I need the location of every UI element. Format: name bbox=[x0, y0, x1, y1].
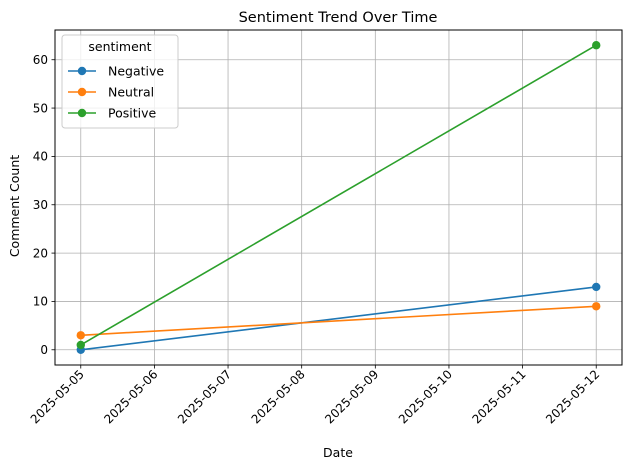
y-axis-label: Comment Count bbox=[7, 155, 22, 257]
y-tick-label: 40 bbox=[33, 150, 48, 164]
y-tick-label: 0 bbox=[40, 343, 48, 357]
x-tick-label: 2025-05-09 bbox=[322, 367, 381, 426]
x-axis-label: Date bbox=[323, 445, 353, 460]
series-line-positive bbox=[80, 44, 597, 346]
y-tick-label: 50 bbox=[33, 101, 48, 115]
series-neutral bbox=[76, 302, 601, 340]
legend-items: Negative Neutral Positive bbox=[68, 64, 164, 121]
y-tick-label: 20 bbox=[33, 246, 48, 260]
legend-marker-neutral bbox=[77, 87, 87, 97]
legend-item-positive: Positive bbox=[68, 106, 156, 121]
x-tick-label: 2025-05-12 bbox=[543, 367, 602, 426]
legend-label-neutral: Neutral bbox=[108, 85, 154, 100]
x-tick-label: 2025-05-05 bbox=[28, 367, 87, 426]
data-point-positive bbox=[592, 41, 601, 50]
legend-marker-positive bbox=[77, 108, 87, 118]
y-tick-label: 10 bbox=[33, 295, 48, 309]
legend-item-negative: Negative bbox=[68, 64, 164, 79]
legend-item-neutral: Neutral bbox=[68, 85, 154, 100]
x-tick-label: 2025-05-06 bbox=[101, 367, 160, 426]
legend-label-negative: Negative bbox=[108, 64, 164, 79]
x-tick-label: 2025-05-10 bbox=[396, 367, 455, 426]
data-point-neutral bbox=[76, 331, 85, 340]
y-tick-label: 60 bbox=[33, 53, 48, 67]
legend-marker-negative bbox=[77, 66, 87, 76]
series-positive bbox=[76, 41, 601, 350]
x-tick-label: 2025-05-11 bbox=[469, 367, 528, 426]
series-line-neutral bbox=[80, 305, 597, 337]
legend-box bbox=[61, 34, 179, 129]
data-point-neutral bbox=[592, 302, 601, 311]
y-tick-label: 30 bbox=[33, 198, 48, 212]
series-line-negative bbox=[80, 286, 597, 351]
x-tick-label: 2025-05-07 bbox=[175, 367, 234, 426]
x-tick-label: 2025-05-08 bbox=[249, 367, 308, 426]
series-group bbox=[76, 41, 601, 354]
chart-title: Sentiment Trend Over Time bbox=[239, 10, 438, 26]
data-point-negative bbox=[592, 282, 601, 292]
legend: sentiment Negative Neutral Positive bbox=[61, 34, 179, 129]
x-axis: 2025-05-05 2025-05-06 2025-05-07 2025-05-08… bbox=[28, 365, 602, 426]
data-point-positive bbox=[76, 340, 85, 350]
series-negative bbox=[76, 282, 601, 354]
y-axis: 0 10 20 30 40 50 60 bbox=[33, 53, 55, 357]
legend-label-positive: Positive bbox=[108, 106, 156, 121]
plot-area bbox=[54, 29, 623, 366]
legend-title: sentiment bbox=[88, 39, 151, 54]
